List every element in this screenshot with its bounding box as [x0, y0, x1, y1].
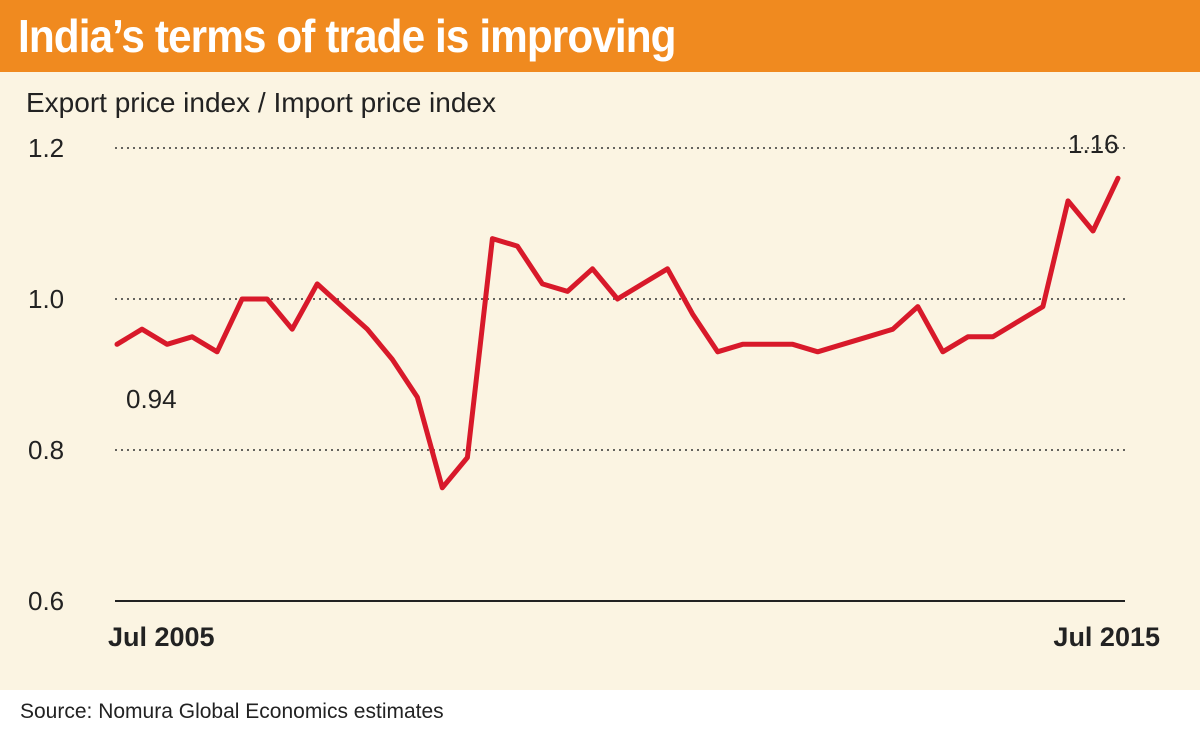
source-note: Source: Nomura Global Economics estimate… — [20, 700, 444, 723]
y-axis-label: Export price index / Import price index — [26, 87, 496, 118]
x-tick-label-start: Jul 2005 — [108, 622, 215, 652]
chart-title: India’s terms of trade is improving — [18, 10, 677, 62]
series-line — [114, 175, 1121, 491]
chart-plot: 1.2 1.0 0.8 0.6 0.94 1.16 Jul 2005 Jul 2015 — [28, 129, 1160, 652]
x-tick-labels: Jul 2005 Jul 2015 — [108, 622, 1160, 652]
series-lines — [114, 175, 1121, 491]
start-value-label: 0.94 — [126, 384, 177, 414]
y-tick-labels: 1.2 1.0 0.8 0.6 — [28, 133, 64, 616]
x-tick-label-end: Jul 2015 — [1053, 622, 1160, 652]
annotations: 0.94 1.16 — [126, 129, 1119, 414]
y-tick-label: 1.2 — [28, 133, 64, 163]
gridlines — [115, 147, 1125, 602]
y-tick-label: 0.6 — [28, 586, 64, 616]
footer-band — [0, 690, 1200, 732]
y-tick-label: 1.0 — [28, 284, 64, 314]
title-bar: India’s terms of trade is improving — [0, 0, 1200, 72]
end-value-label: 1.16 — [1068, 129, 1119, 159]
y-tick-label: 0.8 — [28, 435, 64, 465]
